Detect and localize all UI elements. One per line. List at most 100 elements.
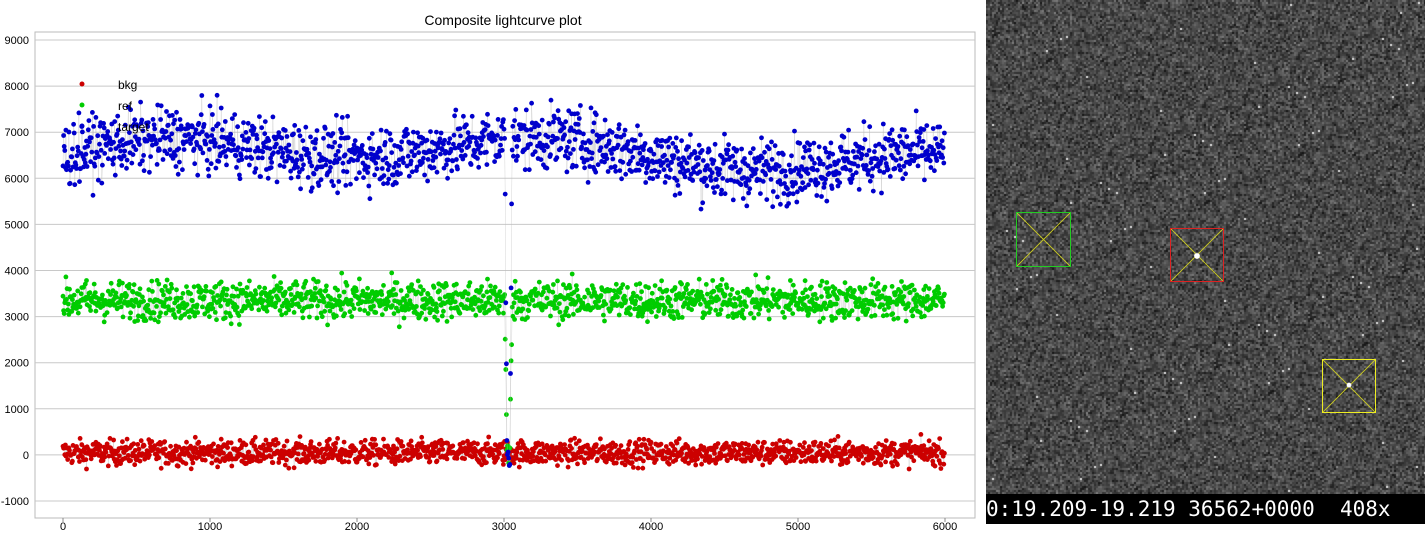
- data-point-bkg: [569, 446, 574, 451]
- data-point-ref: [910, 313, 916, 319]
- data-point-target: [585, 180, 591, 185]
- data-point-bkg: [640, 465, 646, 471]
- data-point-target: [398, 171, 403, 177]
- data-point-target: [370, 146, 376, 152]
- target-star-marker[interactable]: [1170, 228, 1224, 282]
- data-point-ref: [279, 312, 285, 318]
- data-point-target: [561, 125, 567, 131]
- data-point-bkg: [276, 460, 282, 465]
- data-point-target: [523, 107, 529, 113]
- data-point-target: [381, 173, 387, 179]
- data-point-target: [160, 157, 166, 162]
- data-point-bkg: [514, 449, 520, 455]
- data-point-target: [807, 142, 813, 148]
- data-point-ref: [698, 301, 703, 307]
- ref-star-marker[interactable]: [1016, 212, 1071, 267]
- data-point-ref: [381, 283, 386, 288]
- data-point-target: [452, 145, 458, 151]
- data-point-target: [75, 144, 81, 150]
- data-point-ref: [622, 293, 627, 299]
- data-point-target: [778, 181, 784, 187]
- data-point-target: [942, 130, 947, 136]
- data-point-target: [501, 126, 507, 132]
- data-point-ref: [209, 301, 215, 307]
- data-point-ref: [394, 280, 400, 286]
- data-point-bkg: [428, 449, 434, 455]
- data-point-target: [167, 147, 173, 153]
- data-point-target: [867, 178, 873, 184]
- data-point-target: [151, 122, 157, 128]
- data-point-target: [219, 127, 225, 133]
- data-point-ref: [218, 303, 224, 309]
- data-point-bkg: [450, 443, 456, 449]
- data-point-target: [528, 141, 533, 147]
- data-point-ref: [569, 271, 575, 277]
- data-point-target: [892, 166, 898, 171]
- data-point-target: [200, 150, 206, 156]
- data-point-target: [119, 163, 125, 168]
- data-point-bkg: [672, 447, 678, 453]
- data-point-target: [864, 152, 870, 158]
- data-point-bkg: [754, 447, 760, 453]
- data-point-target: [433, 154, 439, 160]
- data-point-target: [467, 139, 473, 145]
- data-point-target: [188, 141, 194, 147]
- data-point-ref: [162, 304, 168, 309]
- data-point-target: [341, 168, 346, 174]
- data-point-ref: [847, 285, 853, 291]
- data-point-target: [722, 131, 727, 137]
- data-point-bkg: [462, 456, 467, 462]
- data-point-target: [391, 164, 397, 170]
- data-point-target: [192, 161, 198, 167]
- data-point-bkg: [937, 436, 943, 441]
- data-point-ref: [520, 306, 526, 312]
- data-point-bkg: [762, 440, 767, 445]
- data-point-target: [345, 135, 351, 141]
- data-point-bkg: [918, 432, 924, 437]
- data-point-target: [208, 161, 214, 167]
- status-stripe: [986, 524, 1425, 540]
- data-point-target: [169, 131, 175, 137]
- data-point-target: [224, 162, 229, 168]
- data-point-target: [434, 129, 439, 135]
- data-point-target: [313, 137, 319, 142]
- star-image-viewer[interactable]: 0:19.209-19.219 36562+0000 408x: [986, 0, 1425, 540]
- data-point-target: [401, 160, 406, 166]
- data-point-target: [453, 107, 459, 113]
- data-point-target: [555, 136, 560, 141]
- data-point-target: [629, 169, 634, 174]
- check-star-marker[interactable]: [1322, 359, 1376, 413]
- data-point-target: [430, 158, 436, 163]
- data-point-target: [209, 133, 215, 138]
- data-point-target: [605, 169, 611, 174]
- data-point-ref: [550, 289, 556, 295]
- data-point-target: [610, 156, 616, 162]
- data-point-ref: [118, 304, 124, 310]
- data-point-target: [662, 180, 668, 185]
- data-point-ref: [782, 315, 787, 320]
- data-point-bkg: [156, 455, 162, 461]
- data-point-bkg: [400, 443, 406, 449]
- data-point-target: [805, 171, 811, 177]
- data-point-target: [743, 183, 749, 189]
- data-point-bkg: [490, 451, 496, 457]
- data-point-target: [309, 163, 315, 169]
- data-point-target: [850, 172, 856, 178]
- data-point-target: [358, 153, 363, 159]
- data-point-ref: [313, 295, 319, 301]
- data-point-target: [578, 103, 583, 108]
- data-point-bkg: [141, 443, 147, 448]
- data-point-bkg: [88, 456, 94, 462]
- data-point-target: [797, 140, 803, 146]
- data-point-ref: [668, 303, 674, 309]
- data-point-target: [604, 156, 610, 162]
- data-point-ref: [685, 282, 690, 287]
- data-point-target: [759, 135, 764, 141]
- data-point-bkg: [396, 458, 402, 463]
- data-point-target: [860, 145, 866, 151]
- data-point-target: [852, 161, 857, 167]
- data-point-target: [428, 129, 433, 135]
- data-point-ref: [639, 289, 644, 295]
- data-point-target: [394, 180, 399, 186]
- data-point-target: [231, 142, 236, 148]
